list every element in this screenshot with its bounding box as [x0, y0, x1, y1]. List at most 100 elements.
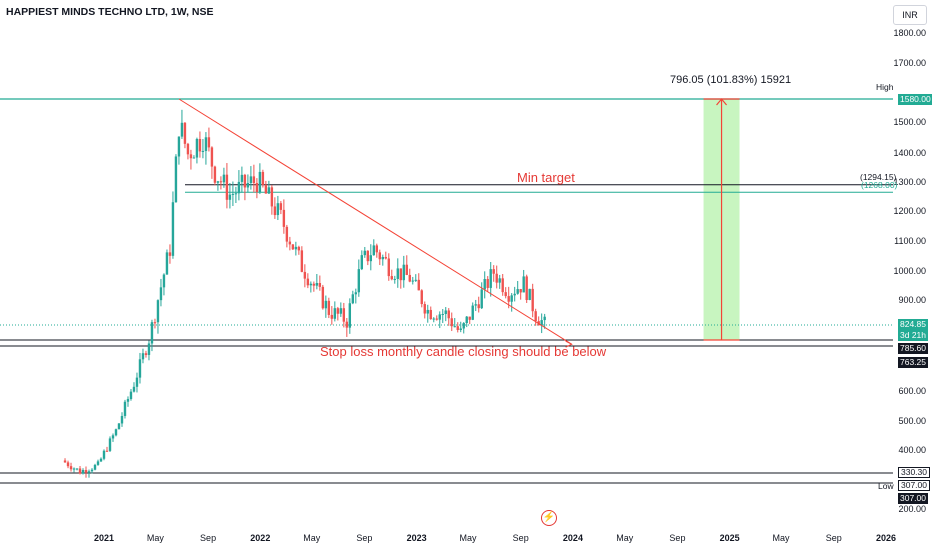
candle-body — [396, 268, 399, 279]
trendline[interactable] — [178, 98, 572, 345]
x-tick-label: Sep — [669, 533, 686, 543]
candle-body — [249, 176, 253, 184]
candle-body — [492, 269, 495, 274]
candle-body — [498, 278, 501, 283]
currency-badge[interactable]: INR — [893, 5, 927, 25]
candle-body — [306, 278, 310, 286]
level-785-tag: 785.60 — [898, 343, 928, 354]
candle-body — [474, 304, 477, 306]
candle-body — [411, 280, 414, 282]
candle-body — [375, 245, 379, 253]
measure-label: 796.05 (101.83%) 15921 — [670, 74, 792, 86]
candle-body — [72, 468, 76, 470]
candle-body — [210, 147, 214, 167]
y-tick-label: 1700.00 — [893, 58, 926, 68]
candle-body — [159, 287, 163, 301]
candle-body — [174, 156, 178, 203]
candle-body — [87, 471, 91, 473]
candle-body — [105, 450, 109, 452]
candle-body — [153, 322, 157, 324]
candle-body — [501, 278, 504, 293]
candle-body — [198, 138, 202, 152]
drawings — [178, 98, 740, 348]
candle-body — [354, 292, 358, 295]
candle-body — [483, 279, 486, 290]
y-tick-label: 1200.00 — [893, 206, 926, 216]
level-763-tag: 763.25 — [898, 357, 928, 368]
candle-body — [288, 241, 292, 245]
candle-body — [516, 289, 519, 294]
x-tick-label: Sep — [200, 533, 217, 543]
y-tick-label: 900.00 — [898, 295, 926, 305]
stop-loss-label: Stop loss monthly candle closing should … — [320, 344, 607, 359]
candle-body — [318, 283, 322, 287]
candle-body — [426, 309, 429, 314]
price-levels — [0, 98, 893, 484]
candle-body — [258, 171, 262, 193]
candle-body — [81, 470, 85, 474]
candle-body — [381, 256, 384, 260]
candle-body — [423, 304, 426, 314]
candle-body — [132, 386, 136, 392]
candle-body — [447, 310, 450, 319]
y-tick-label: 1300.00 — [893, 177, 926, 187]
candle-body — [66, 462, 70, 467]
candle-body — [213, 166, 217, 183]
x-tick-label: 2022 — [250, 533, 271, 543]
candle-body — [369, 255, 373, 262]
candle-body — [294, 246, 298, 250]
candle-body — [453, 326, 456, 328]
candle-body — [201, 150, 205, 152]
x-tick-label: Sep — [825, 533, 842, 543]
candle-body — [366, 250, 370, 262]
candle-body — [204, 137, 208, 151]
high-label: High — [876, 82, 894, 92]
candle-body — [348, 303, 352, 328]
x-tick-label: May — [303, 533, 321, 543]
candle-body — [507, 296, 510, 302]
level-330-tag: 330.30 — [898, 467, 930, 478]
candle-body — [336, 308, 340, 314]
candle-body — [465, 316, 468, 324]
x-tick-label: May — [146, 533, 164, 543]
candle-body — [138, 359, 142, 378]
candle-body — [255, 183, 259, 193]
x-tick-label: May — [459, 533, 477, 543]
last-price-tag: 824.85 — [898, 319, 928, 330]
candle-body — [417, 279, 420, 291]
y-tick-label: 200.00 — [898, 504, 926, 514]
candle-body — [522, 276, 525, 293]
candle-body — [402, 264, 405, 281]
candle-body — [180, 122, 184, 137]
candle-body — [156, 300, 160, 323]
flash-icon[interactable]: ⚡ — [541, 510, 557, 526]
candle-body — [291, 244, 295, 250]
candle-body — [399, 268, 402, 281]
low-label: Low — [878, 481, 894, 491]
candle-body — [378, 252, 381, 260]
candle-body — [240, 174, 244, 182]
candle-body — [279, 203, 283, 210]
candle-body — [384, 256, 387, 259]
candle-body — [102, 450, 106, 459]
candle-body — [495, 273, 498, 283]
candle-body — [165, 252, 169, 275]
candle-body — [345, 321, 349, 328]
candle-body — [330, 314, 334, 319]
y-tick-label: 500.00 — [898, 416, 926, 426]
candle-body — [234, 193, 238, 195]
candle-body — [162, 274, 166, 288]
x-tick-label: 2025 — [719, 533, 740, 543]
x-tick-label: May — [616, 533, 634, 543]
candle-body — [339, 308, 343, 314]
high-price-tag: 1580.00 — [898, 94, 932, 105]
y-tick-label: 400.00 — [898, 445, 926, 455]
candle-body — [123, 401, 127, 416]
candle-body — [177, 136, 181, 157]
x-tick-label: Sep — [356, 533, 373, 543]
candle-body — [477, 304, 480, 309]
candle-body — [342, 308, 346, 322]
candle-body — [387, 258, 390, 277]
y-tick-label: 1800.00 — [893, 28, 926, 38]
